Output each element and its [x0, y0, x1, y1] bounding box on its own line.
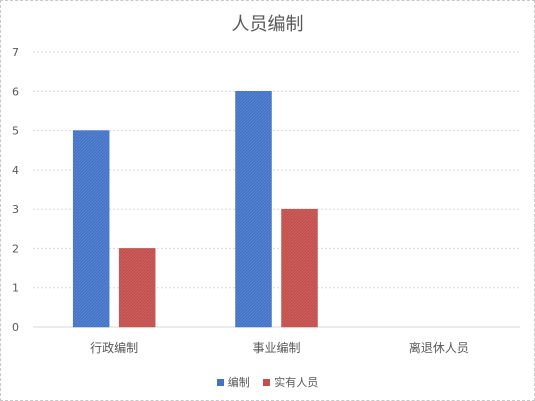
legend-label-series-2: 实有人员: [274, 376, 319, 389]
chart-title: 人员编制: [231, 14, 304, 35]
y-tick-label: 4: [12, 164, 19, 177]
legend-label-series-1: 编制: [227, 376, 250, 389]
y-tick-label: 2: [12, 242, 19, 255]
x-category-label: 事业编制: [252, 340, 300, 355]
y-tick-label: 3: [12, 203, 19, 216]
bar-series-1-cat-1: [72, 130, 110, 328]
legend-swatch-series-2: [263, 378, 271, 386]
legend-swatch-series-1: [216, 378, 224, 386]
x-category-label: 行政编制: [90, 340, 138, 355]
bar-series-2-cat-2: [281, 208, 318, 328]
x-category-label: 离退休人员: [409, 340, 469, 355]
legend-item-series-1: 编制: [216, 374, 250, 390]
bar-series-1-cat-2: [235, 91, 272, 328]
y-tick-label: 1: [12, 282, 19, 295]
chart-legend: 编制 实有人员: [0, 374, 535, 390]
y-tick-label: 5: [12, 125, 19, 138]
y-tick-label: 7: [12, 46, 19, 59]
y-tick-label: 0: [12, 321, 19, 334]
bar-series-2-cat-1: [118, 248, 156, 328]
legend-item-series-2: 实有人员: [263, 374, 318, 390]
y-tick-label: 6: [12, 85, 19, 98]
